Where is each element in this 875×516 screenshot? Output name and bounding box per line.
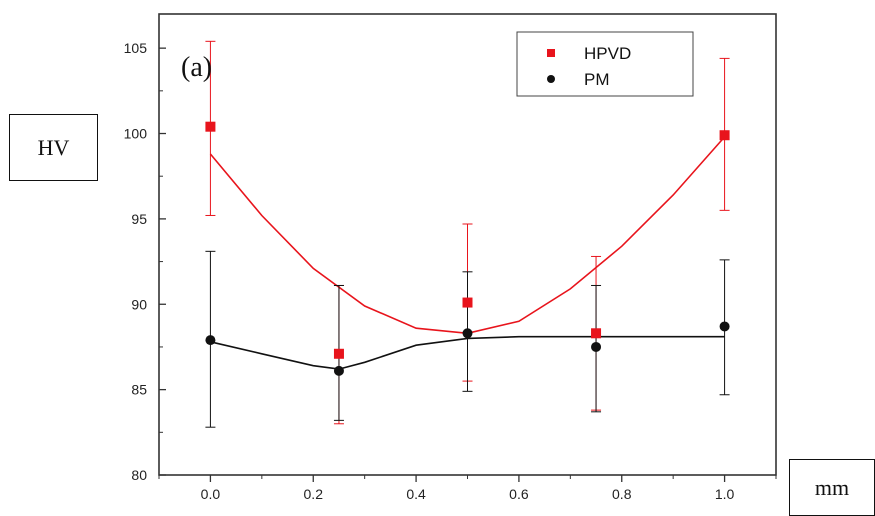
legend-marker-pm	[547, 75, 555, 83]
y-axis: 80 85 90 95 100 105	[124, 40, 166, 483]
x-tick-label: 0.8	[612, 486, 632, 502]
y-tick-label: 85	[131, 382, 147, 398]
y-tick-label: 100	[124, 126, 148, 142]
point-hpvd	[333, 348, 344, 359]
x-axis: 0.0 0.2 0.4 0.6 0.8 1.0	[158, 475, 777, 502]
point-hpvd	[719, 130, 730, 141]
error-bars	[205, 40, 730, 428]
legend-label-pm: PM	[584, 70, 610, 89]
point-pm	[333, 365, 344, 376]
legend: HPVD PM	[516, 31, 694, 97]
y-tick-label: 95	[131, 211, 147, 227]
point-hpvd	[591, 328, 602, 339]
point-pm	[591, 341, 602, 352]
x-tick-label: 0.4	[406, 486, 426, 502]
legend-label-hpvd: HPVD	[584, 44, 631, 63]
x-tick-label: 0.0	[201, 486, 221, 502]
x-tick-label: 0.6	[509, 486, 529, 502]
fit-curve-pm	[210, 335, 725, 370]
point-hpvd	[462, 297, 473, 308]
panel-label: (a)	[181, 52, 212, 83]
point-pm	[462, 328, 473, 339]
legend-marker-hpvd	[547, 49, 555, 57]
point-hpvd	[205, 121, 216, 132]
y-tick-label: 80	[131, 467, 147, 483]
x-axis-label: mm	[789, 459, 875, 516]
point-pm	[719, 321, 730, 332]
x-tick-label: 0.2	[304, 486, 324, 502]
legend-box	[516, 31, 694, 97]
point-pm	[205, 335, 216, 346]
y-tick-label: 90	[131, 296, 147, 312]
x-tick-label: 1.0	[715, 486, 735, 502]
y-axis-label: HV	[9, 114, 98, 181]
data-points	[205, 121, 730, 376]
y-tick-label: 105	[124, 40, 148, 56]
